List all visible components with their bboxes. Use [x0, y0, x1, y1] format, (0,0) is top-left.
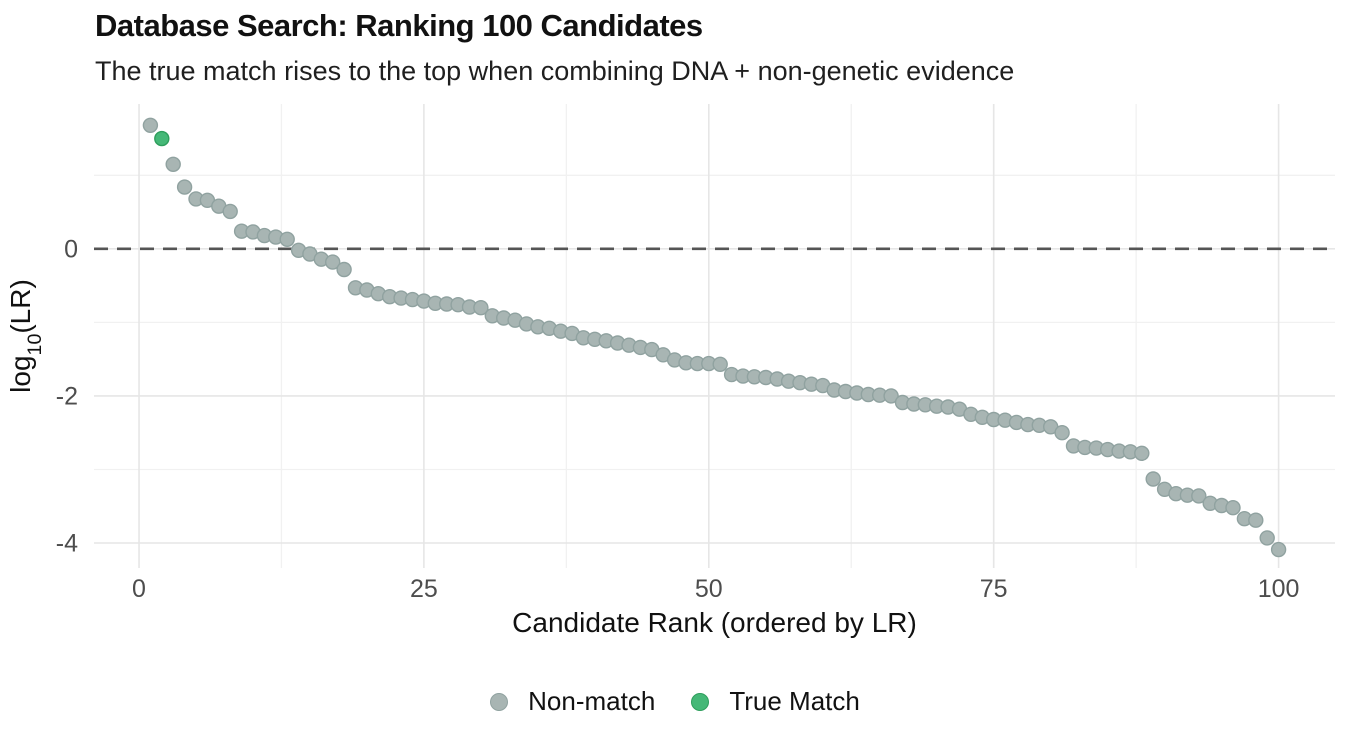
data-point-non-match: [222, 203, 238, 220]
data-point-non-match: [712, 356, 728, 372]
x-tick-label: 100: [1258, 575, 1300, 603]
x-tick-label: 25: [410, 575, 438, 603]
legend-item-non-match: Non-match: [490, 686, 655, 717]
data-point-non-match: [336, 261, 352, 278]
legend-label: True Match: [729, 686, 860, 716]
data-point-non-match: [142, 117, 159, 134]
data-point-non-match: [1270, 541, 1287, 558]
data-point-non-match: [1191, 488, 1207, 504]
data-point-non-match: [1054, 425, 1070, 441]
x-tick-label: 50: [695, 575, 723, 603]
data-point-non-match: [1248, 512, 1264, 528]
x-tick-label: 75: [980, 575, 1008, 603]
chart-title: Database Search: Ranking 100 Candidates: [95, 8, 703, 43]
y-tick-label: -2: [56, 383, 78, 411]
legend-item-true-match: True Match: [691, 686, 860, 717]
data-point-true-match: [154, 130, 170, 147]
true-match-dot-icon: [691, 692, 710, 711]
x-axis-title: Candidate Rank (ordered by LR): [512, 607, 917, 638]
y-axis-title: log10(LR): [5, 279, 46, 393]
data-point-non-match: [883, 388, 899, 404]
data-point-non-match: [473, 300, 489, 316]
data-point-non-match: [325, 254, 341, 270]
data-point-non-match: [1259, 530, 1275, 546]
y-tick-label: -4: [56, 530, 78, 558]
chart-subtitle: The true match rises to the top when com…: [95, 56, 1015, 86]
data-point-non-match: [279, 231, 295, 248]
data-point-non-match: [1145, 471, 1161, 487]
x-tick-label: 0: [132, 575, 146, 603]
non-match-dot-icon: [490, 692, 509, 711]
data-point-non-match: [176, 179, 193, 195]
legend: Non-match True Match: [0, 686, 1350, 717]
y-tick-label: 0: [64, 236, 78, 264]
data-point-non-match: [1134, 445, 1150, 461]
data-point-non-match: [165, 156, 181, 173]
data-point-non-match: [1225, 500, 1241, 516]
legend-label: Non-match: [528, 686, 656, 716]
